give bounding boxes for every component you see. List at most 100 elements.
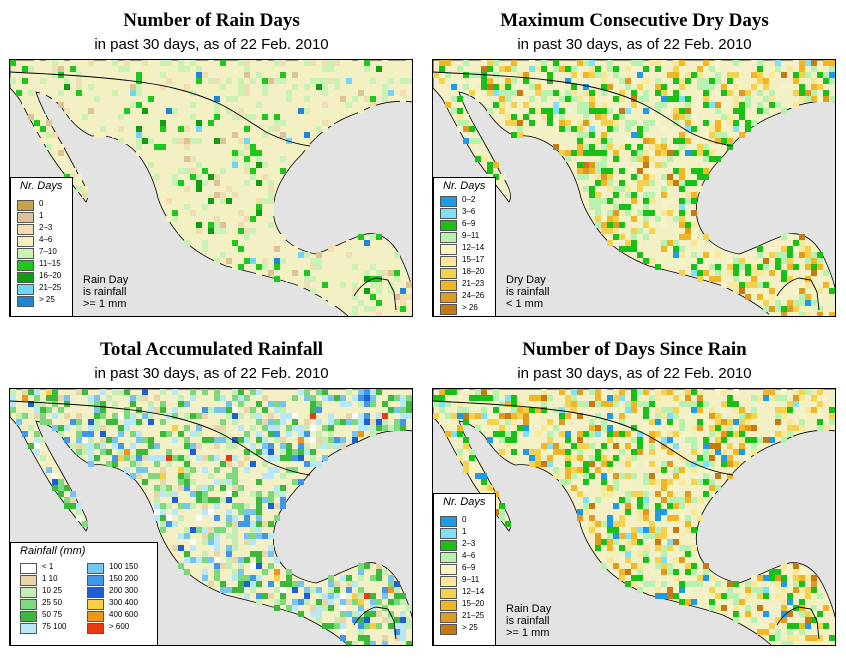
- map-cell: [298, 389, 304, 395]
- map-cell: [232, 138, 238, 144]
- map-cell: [679, 599, 685, 605]
- map-cell: [172, 210, 178, 216]
- legend-label: 300 400: [109, 598, 138, 607]
- map-cell: [679, 545, 685, 551]
- map-cell: [10, 78, 16, 84]
- map-cell: [286, 96, 292, 102]
- map-cell: [208, 581, 214, 587]
- map-cell: [160, 144, 166, 150]
- map-cell: [406, 401, 412, 407]
- map-cell: [643, 473, 649, 479]
- map-cell: [94, 120, 100, 126]
- map-cell: [130, 108, 136, 114]
- map-cell: [661, 210, 667, 216]
- map-cell: [76, 102, 82, 108]
- map-cell: [238, 150, 244, 156]
- map-cell: [232, 78, 238, 84]
- map-cell: [661, 437, 667, 443]
- map-cell: [322, 60, 328, 66]
- map-cell: [166, 449, 172, 455]
- map-cell: [358, 90, 364, 96]
- map-cell: [829, 96, 835, 102]
- map-cell: [751, 407, 757, 413]
- map-cell: [268, 581, 274, 587]
- map-cell: [643, 389, 649, 395]
- map-cell: [763, 66, 769, 72]
- map-cell: [643, 515, 649, 521]
- map-cell: [805, 282, 811, 288]
- map-cell: [541, 114, 547, 120]
- map-cell: [364, 641, 370, 645]
- map-cell: [148, 162, 154, 168]
- map-cell: [739, 258, 745, 264]
- map-cell: [763, 96, 769, 102]
- map-cell: [172, 174, 178, 180]
- map-cell: [220, 108, 226, 114]
- map-cell: [691, 581, 697, 587]
- map-cell: [661, 144, 667, 150]
- map-cell: [547, 78, 553, 84]
- map-cell: [637, 437, 643, 443]
- map-cell: [250, 150, 256, 156]
- map-cell: [178, 126, 184, 132]
- map-cell: [88, 431, 94, 437]
- map-cell: [649, 437, 655, 443]
- map-cell: [607, 437, 613, 443]
- map-cell: [352, 264, 358, 270]
- map-cell: [196, 228, 202, 234]
- map-cell: [370, 419, 376, 425]
- map-cell: [172, 84, 178, 90]
- map-cell: [244, 575, 250, 581]
- map-cell: [631, 563, 637, 569]
- map-cell: [541, 90, 547, 96]
- map-cell: [256, 210, 262, 216]
- map-cell: [679, 455, 685, 461]
- map-cell: [649, 222, 655, 228]
- map-cell: [691, 449, 697, 455]
- map-cell: [721, 605, 727, 611]
- map-cell: [274, 515, 280, 521]
- map-cell: [244, 557, 250, 563]
- map-cell: [661, 569, 667, 575]
- map-cell: [154, 90, 160, 96]
- map-cell: [811, 617, 817, 623]
- map-cell: [310, 395, 316, 401]
- map-cell: [244, 515, 250, 521]
- map-cell: [358, 312, 364, 316]
- map-cell: [775, 66, 781, 72]
- map-cell: [643, 126, 649, 132]
- map-cell: [244, 449, 250, 455]
- map-cell: [685, 108, 691, 114]
- map-cell: [571, 413, 577, 419]
- map-cell: [232, 234, 238, 240]
- map-cell: [88, 126, 94, 132]
- map-cell: [184, 437, 190, 443]
- map-cell: [547, 443, 553, 449]
- map-cell: [34, 389, 40, 395]
- map-cell: [757, 90, 763, 96]
- map-cell: [745, 605, 751, 611]
- map-cell: [793, 264, 799, 270]
- map-cell: [589, 515, 595, 521]
- map-cell: [445, 413, 451, 419]
- map-cell: [190, 413, 196, 419]
- map-cell: [721, 425, 727, 431]
- map-cell: [691, 599, 697, 605]
- map-cell: [160, 527, 166, 533]
- map-cell: [577, 449, 583, 455]
- map-cell: [214, 90, 220, 96]
- map-cell: [709, 66, 715, 72]
- map-cell: [292, 114, 298, 120]
- map-cell: [823, 425, 829, 431]
- map-cell: [601, 180, 607, 186]
- map-cell: [631, 96, 637, 102]
- map-cell: [196, 425, 202, 431]
- map-cell: [589, 521, 595, 527]
- map-cell: [196, 413, 202, 419]
- map-cell: [679, 413, 685, 419]
- map-cell: [601, 186, 607, 192]
- map-cell: [178, 467, 184, 473]
- map-cell: [601, 563, 607, 569]
- map-cell: [382, 312, 388, 316]
- map-cell: [667, 551, 673, 557]
